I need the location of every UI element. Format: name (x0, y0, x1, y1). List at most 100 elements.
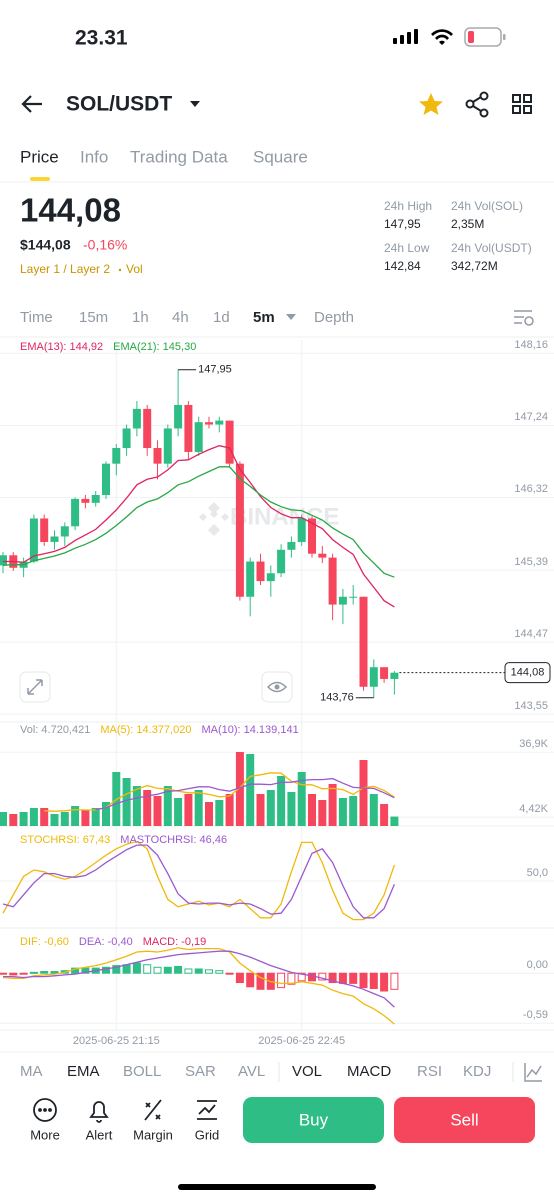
grid-icon[interactable] (197, 1100, 217, 1120)
candle-body (50, 536, 59, 542)
price-change: -0,16% (83, 237, 127, 253)
action-label[interactable]: Margin (133, 1127, 173, 1142)
legend-entry: DEA: -0,40 (79, 936, 133, 948)
candle-body (235, 463, 244, 597)
timeframe[interactable]: Depth (314, 309, 354, 326)
candle-body (318, 553, 327, 558)
timeframe[interactable]: Time (20, 309, 53, 326)
indicator-tab[interactable]: BOLL (123, 1063, 161, 1080)
candle-body (143, 408, 152, 449)
sell-button[interactable] (394, 1097, 535, 1143)
macd-bar (19, 972, 28, 975)
stat-label: 24h Vol(USDT) (451, 241, 532, 255)
volume-bar (91, 808, 100, 826)
candle-body (0, 555, 7, 566)
macd-bar (349, 972, 358, 984)
timeframe[interactable]: 1d (213, 309, 230, 326)
candle-body (153, 448, 162, 464)
candle-body (29, 518, 38, 562)
sell-label[interactable]: Sell (450, 1110, 478, 1129)
indicator-line (2, 840, 396, 921)
volume-bar (50, 814, 59, 826)
margin-icon[interactable] (144, 1099, 162, 1121)
volume-bar (9, 814, 18, 826)
status-time: 23.31 (75, 27, 128, 50)
candle-body (287, 541, 296, 550)
macd-bar (40, 971, 49, 974)
macd-bar (287, 972, 296, 985)
favorite-star[interactable] (419, 93, 443, 115)
volume-bar (40, 808, 49, 826)
volume-bar (246, 754, 255, 826)
y-tick-label: 4,42K (519, 803, 548, 815)
macd-bar (153, 966, 162, 974)
candle-body (225, 420, 234, 464)
tab[interactable]: Info (80, 147, 108, 166)
indicator-tab[interactable]: VOL (292, 1063, 322, 1080)
volume-bar (132, 786, 141, 826)
macd-bar (102, 966, 110, 974)
stat-value: 147,95 (384, 217, 421, 231)
usd-price: $144,08 (20, 237, 71, 253)
tab[interactable]: Square (253, 147, 308, 166)
candle-body (112, 448, 121, 464)
candle-body (132, 408, 141, 429)
more-icon[interactable] (33, 1098, 57, 1122)
legend-entry: MACD: -0,19 (143, 936, 207, 948)
buy-button[interactable] (243, 1097, 384, 1143)
last-price-label: 144,08 (511, 667, 545, 679)
chart-settings[interactable] (514, 310, 534, 326)
volume-bar (225, 794, 234, 826)
volume-bar (29, 808, 38, 826)
macd-bar (318, 972, 327, 981)
candle-body (122, 428, 131, 449)
macd-bar (0, 972, 7, 975)
indicator-tab[interactable]: EMA (67, 1063, 100, 1080)
candle-body (163, 428, 172, 464)
tab[interactable]: Trading Data (130, 147, 228, 166)
y-tick-label: -0,59 (523, 1009, 548, 1021)
indicator-tab[interactable]: MACD (347, 1063, 391, 1080)
eye-pupil (274, 684, 280, 690)
action-label[interactable]: Grid (195, 1127, 220, 1142)
pair-dropdown[interactable] (190, 101, 200, 107)
timeframe[interactable]: 15m (79, 309, 108, 326)
stat-label: 24h Low (384, 241, 430, 255)
volume-bar (71, 806, 80, 826)
timeframe-dropdown[interactable] (286, 314, 296, 320)
indicator-tab[interactable]: AVL (238, 1063, 265, 1080)
candle-body (349, 596, 358, 598)
tag[interactable]: Vol (126, 262, 143, 276)
action-label[interactable]: More (30, 1127, 60, 1142)
back-button[interactable] (21, 95, 42, 113)
timeframe[interactable]: 4h (172, 309, 189, 326)
share-icon[interactable] (465, 91, 489, 118)
timeframe[interactable]: 1h (132, 309, 149, 326)
indicator-tab[interactable]: SAR (185, 1063, 216, 1080)
candle-body (277, 549, 286, 574)
volume-bar (194, 790, 203, 826)
volume-bar (328, 784, 337, 826)
indicator-line (3, 950, 395, 1008)
macd-bar (359, 972, 368, 989)
macd-bar (50, 971, 59, 974)
alert-icon[interactable] (89, 1101, 109, 1123)
volume-bar (235, 752, 244, 826)
indicator-tab[interactable]: KDJ (463, 1063, 491, 1080)
buy-label[interactable]: Buy (299, 1110, 329, 1129)
tag[interactable]: Layer 1 / Layer 2 (20, 262, 110, 276)
stat-label: 24h Vol(SOL) (451, 199, 523, 213)
action-label[interactable]: Alert (86, 1127, 113, 1142)
layout-icon[interactable] (512, 94, 532, 114)
indicator-tab[interactable]: RSI (417, 1063, 442, 1080)
tab[interactable]: Price (20, 147, 59, 166)
indicator-line (3, 445, 395, 608)
candle-body (390, 672, 399, 679)
y-tick-label: 36,9K (519, 738, 548, 750)
indicator-settings[interactable] (524, 1063, 542, 1082)
volume-bar (102, 802, 110, 826)
pair-title[interactable]: SOL/USDT (66, 93, 172, 116)
indicator-tab[interactable]: MA (20, 1063, 43, 1080)
fullscreen-icon (27, 679, 43, 695)
timeframe[interactable]: 5m (253, 309, 275, 326)
